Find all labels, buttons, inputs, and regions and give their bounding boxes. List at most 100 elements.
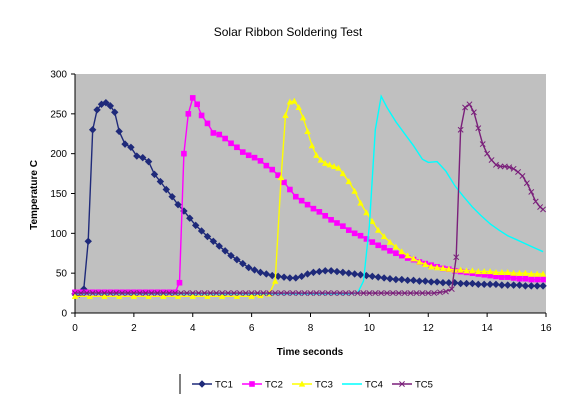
data-point — [133, 152, 141, 160]
data-point — [336, 290, 343, 297]
data-point — [307, 290, 314, 297]
data-point — [493, 161, 499, 168]
data-point — [216, 131, 223, 138]
data-point — [427, 263, 435, 270]
data-point — [369, 239, 376, 245]
data-point — [204, 120, 211, 127]
data-point — [280, 273, 288, 281]
data-point — [398, 252, 405, 259]
data-point — [395, 290, 402, 297]
data-point — [334, 220, 340, 226]
data-point — [191, 221, 200, 230]
data-point — [83, 290, 90, 297]
data-point — [474, 280, 483, 289]
data-point — [245, 152, 252, 159]
data-point — [263, 162, 270, 169]
data-point — [113, 290, 120, 297]
data-point — [130, 292, 138, 299]
legend-label: TC1 — [215, 380, 233, 391]
data-point — [148, 290, 155, 297]
data-point — [392, 275, 400, 284]
data-point — [398, 248, 405, 255]
data-point — [501, 163, 508, 170]
data-point — [457, 126, 464, 133]
data-point — [84, 237, 92, 246]
data-point — [484, 150, 491, 157]
series-group — [71, 94, 547, 299]
data-point — [319, 290, 326, 297]
data-point — [266, 290, 273, 297]
data-point — [539, 282, 547, 290]
chart-title: Solar Ribbon Soldering Test — [214, 25, 363, 39]
data-point — [221, 247, 229, 255]
data-point — [239, 259, 247, 268]
data-point — [107, 289, 114, 296]
data-point — [333, 267, 341, 276]
data-point — [326, 161, 333, 168]
data-point — [228, 140, 234, 147]
data-point — [277, 174, 285, 181]
data-point — [419, 290, 426, 297]
legend-swatch-marker — [399, 381, 405, 387]
data-point — [248, 290, 255, 297]
data-point — [437, 289, 443, 296]
data-point — [534, 276, 540, 283]
data-point — [372, 290, 379, 297]
data-point — [204, 292, 211, 299]
y-tick-label: 300 — [50, 70, 67, 81]
data-point — [89, 289, 96, 296]
data-point — [168, 192, 176, 201]
legend-item-tc4: TC4 — [342, 380, 383, 391]
series-tc5 — [72, 101, 547, 297]
data-point — [345, 178, 352, 185]
y-axis-ticks: 0 50 100 150 200 250 300 — [50, 70, 75, 320]
data-point — [283, 290, 290, 297]
data-point — [222, 135, 228, 142]
data-point — [480, 268, 488, 275]
plot-area — [75, 74, 546, 313]
series-tc4 — [75, 94, 544, 295]
data-point — [415, 277, 424, 285]
data-point — [210, 130, 217, 136]
data-point — [95, 290, 102, 297]
data-point — [72, 289, 78, 296]
data-point — [219, 290, 226, 297]
data-point — [121, 140, 129, 148]
legend-item-tc2: TC2 — [242, 380, 283, 391]
data-point — [234, 144, 240, 151]
data-point — [166, 290, 173, 297]
data-point — [304, 201, 311, 208]
data-point — [403, 276, 412, 285]
data-point — [101, 290, 108, 297]
data-point — [528, 276, 535, 283]
data-point — [480, 280, 488, 289]
data-point — [439, 279, 447, 287]
data-point — [498, 268, 506, 275]
data-point — [286, 274, 294, 282]
y-tick-label: 150 — [50, 189, 67, 200]
legend-label: TC3 — [315, 380, 333, 391]
data-point — [348, 290, 355, 297]
data-point — [174, 292, 182, 299]
data-point — [148, 289, 155, 296]
data-point — [119, 290, 126, 297]
data-point — [340, 223, 346, 229]
data-point — [398, 275, 406, 284]
data-point — [242, 290, 249, 297]
data-point — [308, 142, 316, 149]
data-point — [445, 265, 453, 272]
data-point — [431, 290, 438, 297]
data-point — [504, 274, 511, 280]
data-point — [479, 141, 486, 148]
data-point — [215, 242, 223, 250]
data-point — [522, 269, 529, 276]
data-point — [519, 173, 526, 179]
data-point — [86, 292, 93, 299]
data-point — [174, 200, 182, 209]
data-point — [83, 289, 90, 296]
data-point — [262, 270, 271, 278]
data-point — [197, 227, 206, 235]
data-point — [330, 163, 338, 170]
data-point — [504, 268, 511, 275]
